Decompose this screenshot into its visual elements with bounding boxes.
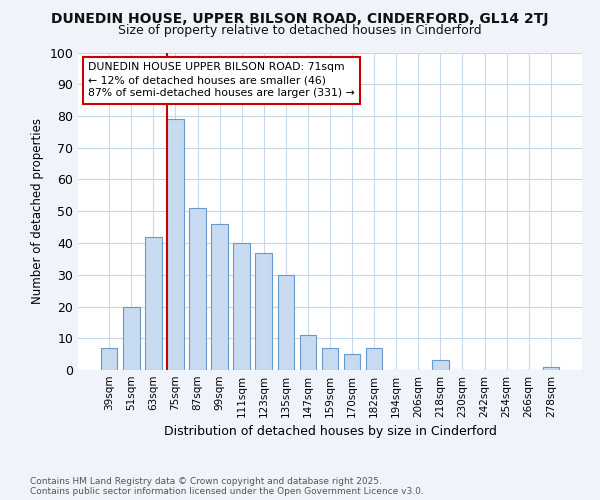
- Text: DUNEDIN HOUSE UPPER BILSON ROAD: 71sqm
← 12% of detached houses are smaller (46): DUNEDIN HOUSE UPPER BILSON ROAD: 71sqm ←…: [88, 62, 355, 98]
- Bar: [189, 208, 206, 370]
- Bar: [123, 306, 140, 370]
- X-axis label: Distribution of detached houses by size in Cinderford: Distribution of detached houses by size …: [164, 426, 496, 438]
- Bar: [233, 243, 250, 370]
- Bar: [542, 367, 559, 370]
- Y-axis label: Number of detached properties: Number of detached properties: [31, 118, 44, 304]
- Text: Size of property relative to detached houses in Cinderford: Size of property relative to detached ho…: [118, 24, 482, 37]
- Bar: [432, 360, 449, 370]
- Text: DUNEDIN HOUSE, UPPER BILSON ROAD, CINDERFORD, GL14 2TJ: DUNEDIN HOUSE, UPPER BILSON ROAD, CINDER…: [51, 12, 549, 26]
- Bar: [278, 275, 294, 370]
- Bar: [366, 348, 382, 370]
- Bar: [344, 354, 361, 370]
- Bar: [211, 224, 228, 370]
- Bar: [145, 236, 161, 370]
- Bar: [299, 335, 316, 370]
- Bar: [322, 348, 338, 370]
- Bar: [167, 119, 184, 370]
- Bar: [256, 252, 272, 370]
- Bar: [101, 348, 118, 370]
- Text: Contains HM Land Registry data © Crown copyright and database right 2025.
Contai: Contains HM Land Registry data © Crown c…: [30, 476, 424, 496]
